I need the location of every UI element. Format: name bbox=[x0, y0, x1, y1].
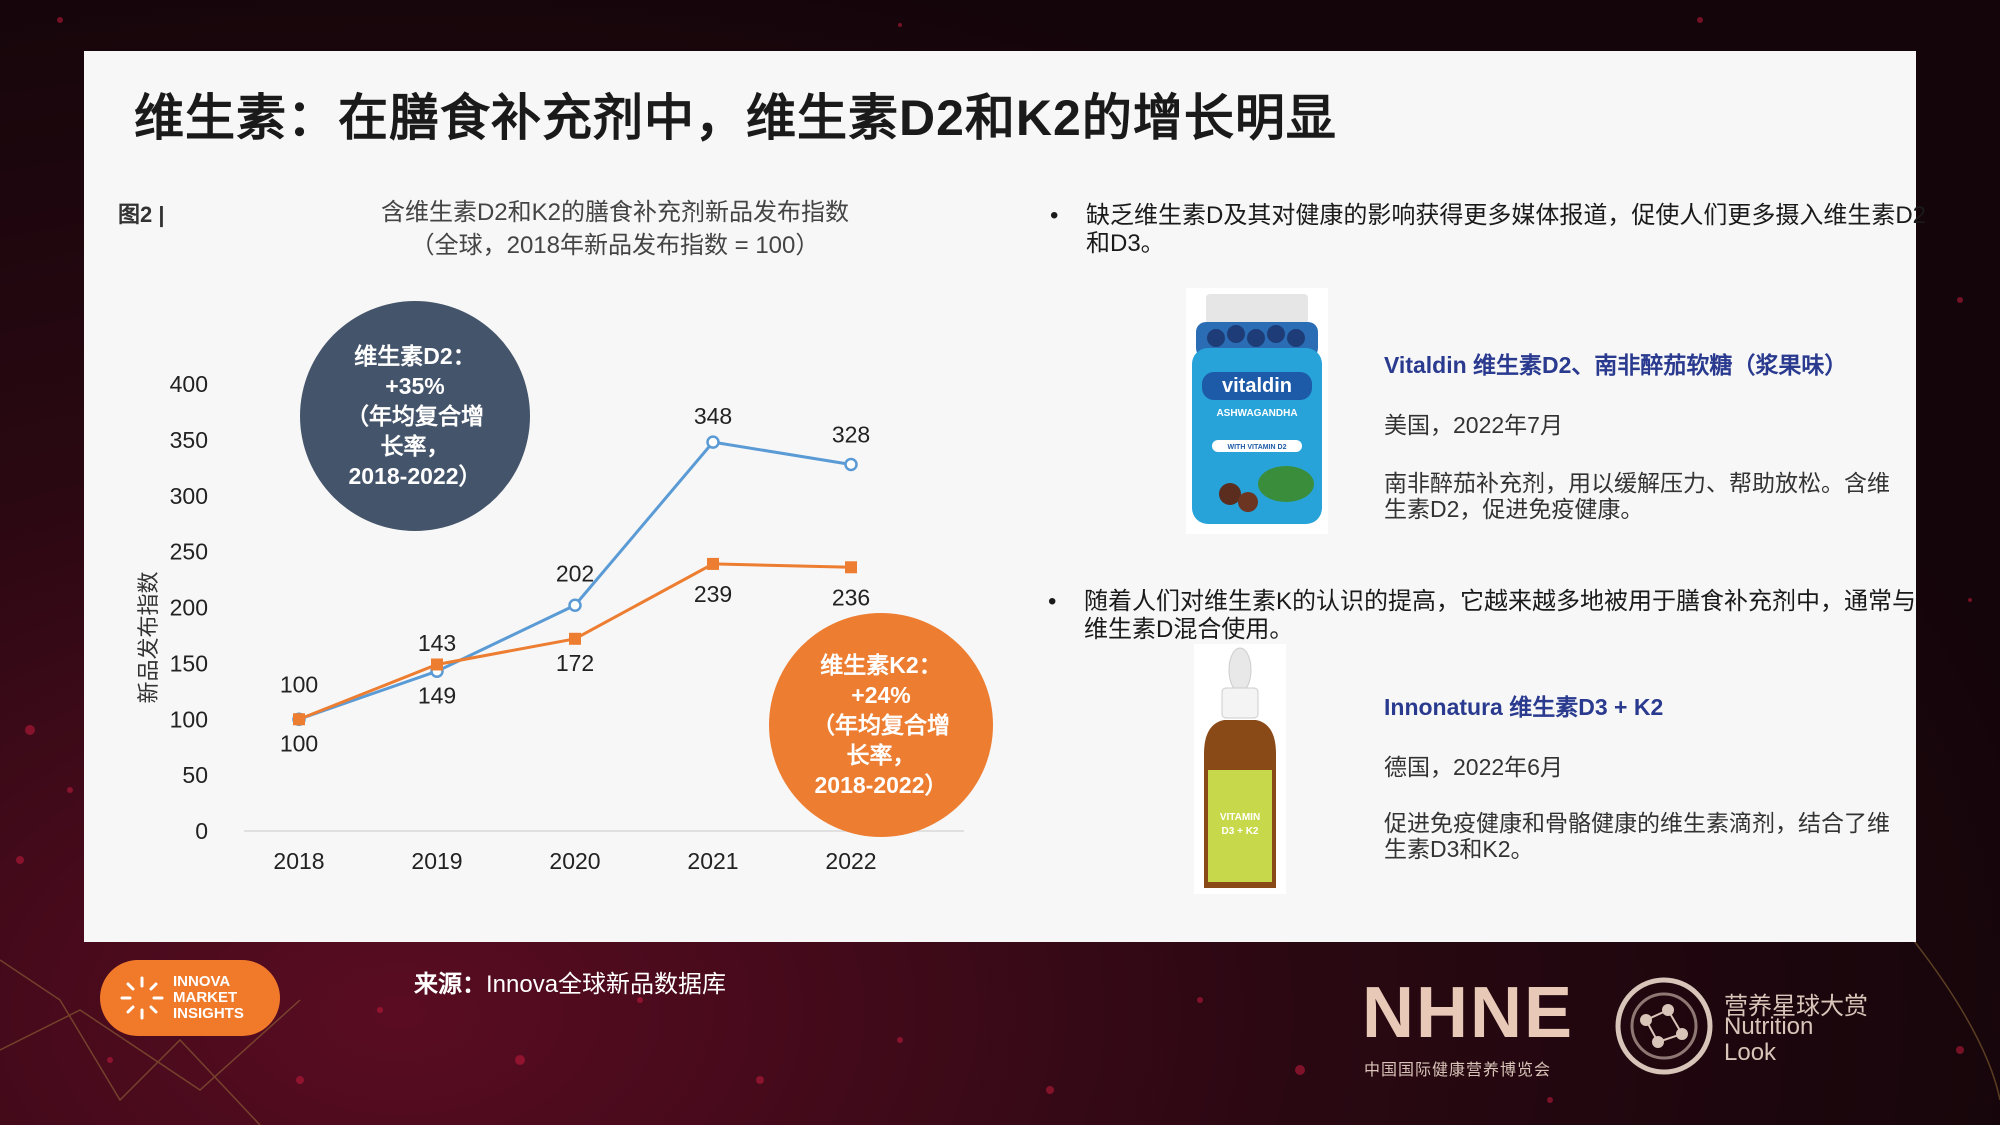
nhne-logo: NHNE bbox=[1362, 973, 1575, 1053]
innova-logo: INNOVA MARKET INSIGHTS bbox=[100, 960, 280, 1036]
data-label-k2: 239 bbox=[694, 581, 732, 607]
bottle-label: VITAMIN bbox=[1220, 812, 1260, 823]
nutrition-look-en: Nutrition Look bbox=[1724, 1013, 1814, 1066]
x-tick-label: 2020 bbox=[549, 848, 600, 874]
y-tick-label: 50 bbox=[182, 762, 208, 788]
annotation-text-d2: +35% bbox=[385, 373, 444, 399]
bullet-dot: • bbox=[1050, 202, 1059, 229]
vitaldin-tag: WITH VITAMIN D2 bbox=[1228, 444, 1287, 451]
innonatura-product-image: VITAMIN D3 + K2 bbox=[1194, 644, 1286, 894]
bullet-2-text: 随着人们对维生素K的认识的提高，它越来越多地被用于膳食补充剂中，通常与维生素D混… bbox=[1084, 588, 1917, 643]
vitaldin-label: vitaldin bbox=[1222, 375, 1292, 397]
chart-title-block: 含维生素D2和K2的膳食补充剂新品发布指数 （全球，2018年新品发布指数 = … bbox=[320, 196, 910, 262]
data-label-d2: 143 bbox=[418, 630, 456, 656]
y-tick-label: 100 bbox=[170, 706, 208, 732]
bullet-dot: • bbox=[1048, 588, 1057, 615]
chart-subtitle: （全球，2018年新品发布指数 = 100） bbox=[410, 232, 820, 259]
y-axis-label: 新品发布指数 bbox=[136, 571, 161, 703]
data-point-d2 bbox=[568, 598, 582, 613]
page-title: 维生素：在膳食补充剂中，维生素D2和K2的增长明显 bbox=[134, 90, 1337, 146]
data-label-k2: 149 bbox=[418, 682, 456, 708]
line-chart: 0 50 100 150 200 250 300 350 400 新品发布指数 2018 2019 20… bbox=[136, 301, 993, 874]
product-2-desc: 促进免疫健康和骨骼健康的维生素滴剂，结合了维生素D3和K2。 bbox=[1384, 810, 1890, 862]
figure-label: 图2 | bbox=[118, 202, 165, 227]
data-point-k2 bbox=[431, 658, 443, 671]
x-tick-label: 2018 bbox=[273, 848, 324, 874]
annotation-text-d2: （年均复合增 bbox=[346, 403, 484, 429]
annotation-text-d2: 维生素D2： bbox=[354, 343, 475, 369]
data-point-k2 bbox=[845, 561, 857, 574]
data-point-k2 bbox=[707, 557, 719, 570]
innova-burst-icon bbox=[120, 976, 164, 1020]
annotation-text-d2: 长率， bbox=[381, 433, 450, 459]
annotation-text-k2: +24% bbox=[851, 682, 910, 708]
data-point-k2 bbox=[293, 713, 305, 726]
annotation-text-d2: 2018-2022） bbox=[349, 463, 482, 489]
product-2-meta: 德国，2022年6月 bbox=[1384, 754, 1563, 780]
bullet-1: • 缺乏维生素D及其对健康的影响获得更多媒体报道，促使人们更多摄入维生素D2和D… bbox=[1050, 202, 1927, 258]
source-note: 来源：Innova全球新品数据库 bbox=[414, 964, 726, 999]
data-label-k2: 172 bbox=[556, 650, 594, 676]
data-label-d2: 328 bbox=[832, 421, 870, 447]
data-label-k2: 236 bbox=[832, 584, 870, 610]
data-point-d2 bbox=[706, 435, 720, 449]
bullet-2: • 随着人们对维生素K的认识的提高，它越来越多地被用于膳食补充剂中，通常与维生素… bbox=[1048, 588, 1924, 644]
nhne-subtitle: 中国国际健康营养博览会 bbox=[1364, 1062, 1552, 1079]
bottle-sublabel: D3 + K2 bbox=[1222, 826, 1259, 837]
data-label-d2: 348 bbox=[694, 403, 732, 429]
annotation-text-k2: （年均复合增 bbox=[812, 712, 950, 738]
product-1-meta: 美国，2022年7月 bbox=[1384, 412, 1563, 438]
product-2-name: Innonatura 维生素D3 + K2 bbox=[1384, 694, 1664, 720]
product-1-desc: 南非醉茄补充剂，用以缓解压力、帮助放松。含维生素D2，促进免疫健康。 bbox=[1384, 470, 1890, 522]
x-tick-label: 2019 bbox=[411, 848, 462, 874]
data-label-d2: 202 bbox=[556, 560, 594, 586]
chart-title: 含维生素D2和K2的膳食补充剂新品发布指数 bbox=[380, 199, 850, 226]
y-tick-label: 400 bbox=[170, 371, 208, 397]
y-tick-label: 0 bbox=[195, 818, 208, 844]
vitaldin-product-image: vitaldin ASHWAGANDHA WITH VITAMIN D2 bbox=[1186, 288, 1328, 534]
nutrition-look-logo-icon bbox=[1615, 977, 1713, 1075]
y-tick-label: 300 bbox=[170, 483, 208, 509]
vitaldin-sublabel: ASHWAGANDHA bbox=[1216, 408, 1297, 419]
annotation-bubble-k2 bbox=[769, 613, 993, 837]
annotation-text-k2: 维生素K2： bbox=[820, 652, 941, 678]
x-tick-label: 2021 bbox=[687, 848, 738, 874]
y-tick-label: 200 bbox=[170, 595, 208, 621]
y-tick-label: 250 bbox=[170, 539, 208, 565]
bullet-1-text: 缺乏维生素D及其对健康的影响获得更多媒体报道，促使人们更多摄入维生素D2和D3。 bbox=[1086, 202, 1927, 257]
data-point-k2 bbox=[569, 632, 581, 645]
source-text: Innova全球新品数据库 bbox=[486, 971, 727, 998]
data-point-d2 bbox=[844, 457, 858, 472]
annotation-bubble-d2 bbox=[300, 301, 530, 531]
nutrition-look-cn: 营养星球大赏 bbox=[1724, 993, 1868, 1020]
x-tick-label: 2022 bbox=[825, 848, 876, 874]
y-tick-label: 350 bbox=[170, 427, 208, 453]
y-tick-label: 150 bbox=[170, 650, 208, 676]
data-label-k2: 100 bbox=[280, 730, 318, 756]
innova-text: INNOVA MARKET INSIGHTS bbox=[173, 973, 244, 1022]
annotation-text-k2: 2018-2022） bbox=[815, 772, 948, 798]
product-1-name: Vitaldin 维生素D2、南非醉茄软糖（浆果味） bbox=[1384, 352, 1848, 378]
source-label: 来源： bbox=[414, 971, 486, 998]
data-label-d2: 100 bbox=[280, 671, 318, 697]
annotation-text-k2: 长率， bbox=[847, 742, 916, 768]
